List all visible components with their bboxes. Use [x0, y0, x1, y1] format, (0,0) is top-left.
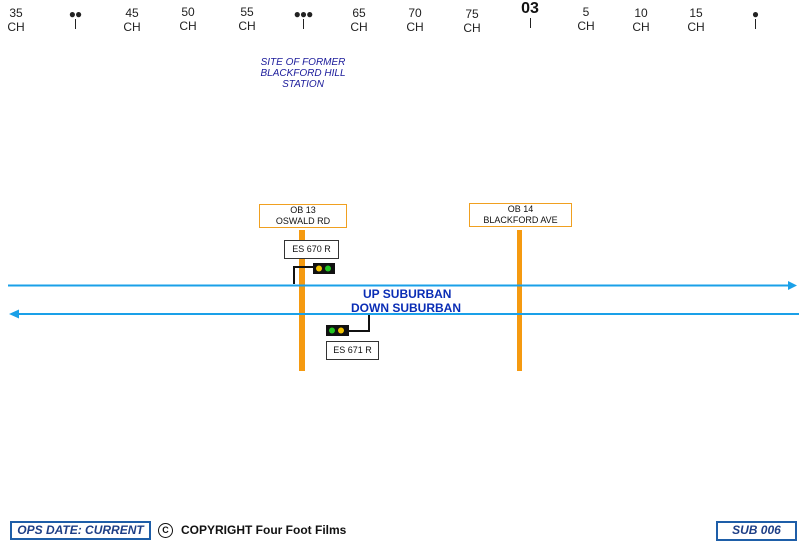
mileage-mark-10: 10 CH [632, 6, 650, 34]
site-note: SITE OF FORMER BLACKFORD HILL STATION [260, 57, 346, 90]
signal-head-es670[interactable] [313, 263, 335, 274]
mileage-tick [74, 19, 76, 29]
mileage-tick [529, 18, 531, 28]
down-suburban-label: DOWN SUBURBAN [351, 301, 461, 315]
mileage-mark-15: 15 CH [687, 6, 705, 34]
bridge-label-ob13: OB 13 OSWALD RD [259, 204, 347, 228]
bridge-post-ob13 [299, 230, 305, 371]
signal-lamp-yellow [316, 265, 322, 272]
up-line-arrowhead [788, 281, 797, 290]
mileage-mark-45: 45 CH [123, 6, 141, 34]
copyright-notice: C COPYRIGHT Four Foot Films [158, 523, 346, 539]
signal-head-es671[interactable] [326, 325, 349, 336]
signal-lamp-green [329, 327, 335, 334]
signal-lamp-green [325, 265, 331, 272]
mileage-mark-03: 03 [510, 1, 550, 28]
mileage-mark-triple-dot: ●●● [283, 6, 323, 29]
mileage-mark-50: 50 CH [179, 5, 197, 33]
signal-lamp-yellow [338, 327, 344, 334]
copyright-icon: C [158, 523, 173, 539]
mileage-mark-70: 70 CH [406, 6, 424, 34]
signal-label-es670: ES 670 R [284, 240, 339, 259]
mileage-mark-55: 55 CH [238, 5, 256, 33]
mileage-mark-65: 65 CH [350, 6, 368, 34]
bridge-post-ob14 [517, 230, 522, 371]
signal-label-es671: ES 671 R [326, 341, 379, 360]
signal-post-es671 [349, 315, 370, 332]
bridge-label-ob14: OB 14 BLACKFORD AVE [469, 203, 572, 227]
mileage-tick [754, 19, 756, 29]
mileage-mark-35: 35 CH [7, 6, 25, 34]
mileage-mark-double-dot: ●● [55, 6, 95, 29]
mileage-tick [302, 19, 304, 29]
diagram-id-badge: SUB 006 [716, 521, 797, 541]
down-line-arrowhead [9, 309, 19, 319]
up-suburban-label: UP SUBURBAN [363, 287, 452, 301]
signal-post-es670 [293, 266, 313, 284]
mileage-mark-5: 5 CH [577, 5, 595, 33]
mileage-mark-single-dot: ● [735, 6, 775, 29]
mileage-mark-75: 75 CH [463, 7, 481, 35]
ops-date-badge: OPS DATE: CURRENT [10, 521, 151, 540]
